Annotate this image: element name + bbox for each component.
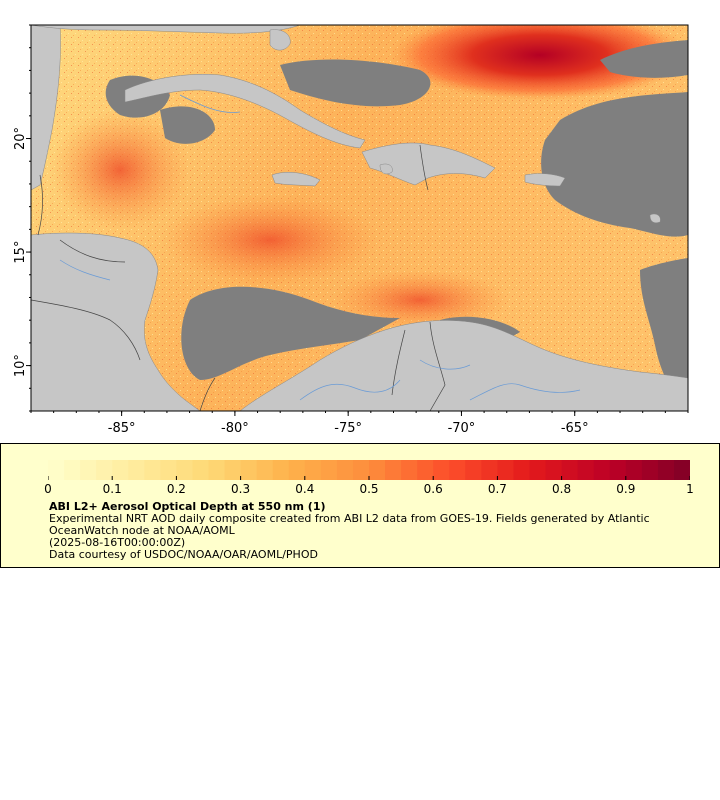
land-south-america [239,320,688,411]
colorbar-swatch [401,460,418,480]
colorbar-swatch [465,460,482,480]
colorbar-swatch [433,460,450,480]
colorbar [48,460,690,480]
colorbar-swatch [304,460,322,480]
aod-hotspot-west [50,110,190,230]
legend-text: ABI L2+ Aerosol Optical Depth at 550 nm … [49,501,689,561]
colorbar-swatch [144,460,161,480]
colorbar-swatch [224,460,242,480]
aod-hotspot-south [330,270,510,330]
colorbar-tick-label: 1 [686,482,694,496]
colorbar-swatch [320,460,338,480]
land-jamaica [271,172,321,187]
colorbar-swatch [657,460,675,480]
colorbar-tick-label: 0.8 [552,482,572,496]
colorbar-tick-label: 0.1 [102,482,122,496]
colorbar-swatch [609,460,627,480]
colorbar-swatch [48,460,65,480]
colorbar-tick-label: 0.2 [166,482,186,496]
land-small-islands [379,163,661,223]
colorbar-tick-label: 0 [44,482,52,496]
colorbar-swatch [497,460,514,480]
legend-credit: Data courtesy of USDOC/NOAA/OAR/AOML/PHO… [49,548,318,561]
colorbar-swatch [240,460,258,480]
land-florida-keys [269,29,291,51]
land-cuba [124,74,366,149]
colorbar-swatch [96,460,113,480]
lon-tick-label-1: -80° [221,421,249,436]
land-hispaniola [361,142,496,186]
colorbar-swatch [256,460,274,480]
no-data-regions [90,40,688,401]
lon-tick-label-3: -70° [448,421,476,436]
colorbar-swatch [577,460,595,480]
no-data-west-2 [160,106,215,144]
land-masses [31,25,688,411]
colorbar-tick-label: 0.4 [295,482,315,496]
colorbar-swatch [208,460,226,480]
colorbar-swatch [112,460,129,480]
colorbar-swatch [481,460,498,480]
land-mexico-yucatan [31,25,61,191]
legend-title: ABI L2+ Aerosol Optical Depth at 550 nm … [49,500,326,513]
colorbar-swatch [561,460,579,480]
no-data-north-center [280,59,431,107]
colorbar-swatch [272,460,290,480]
colorbar-swatch [673,460,690,480]
map-area: -85° -80° -75° -70° -65° 10° 15° 20° [13,24,689,436]
colorbar-swatch [128,460,145,480]
colorbar-tick-label: 0.7 [487,482,507,496]
axis-ticks: -85° -80° -75° -70° -65° 10° 15° 20° [13,24,689,436]
lon-tick-label-2: -75° [334,421,362,436]
colorbar-swatch [449,460,466,480]
no-data-northeast [600,40,688,78]
lat-tick-label-0: 10° [13,354,28,377]
colorbar-tick-label: 0.6 [423,482,443,496]
colorbar-tick-label: 0.3 [231,482,251,496]
map-svg: -85° -80° -75° -70° -65° 10° 15° 20° [13,24,689,436]
colorbar-swatch [625,460,643,480]
lon-tick-label-0: -85° [108,421,136,436]
colorbar-swatch [545,460,563,480]
colorbar-swatch [80,460,97,480]
colorbar-swatch [417,460,434,480]
country-borders [31,144,446,411]
colorbar-swatch [288,460,306,480]
rivers [59,94,581,401]
colorbar-swatch [369,460,386,480]
no-data-southeast [640,258,688,400]
colorbar-swatch [160,460,177,480]
land-puerto-rico [524,173,566,187]
colorbar-swatch [192,460,209,480]
map-layers [31,25,688,411]
colorbar-swatch [385,460,402,480]
lon-tick-label-4: -65° [561,421,589,436]
no-data-south-center [181,286,400,380]
colorbar-swatch [352,460,370,480]
map-frame [30,24,689,412]
lat-tick-label-1: 15° [13,241,28,264]
aod-hotspot-central [160,195,380,285]
land-central-america [31,232,201,411]
lat-tick-label-2: 20° [13,127,28,150]
colorbar-tick-label: 0.5 [359,482,379,496]
colorbar-swatch [176,460,193,480]
colorbar-swatch [336,460,354,480]
colorbar-tick-labels: 0 0.1 0.2 0.3 0.4 0.5 0.6 0.7 0.8 0.9 1 [1,482,719,498]
legend-box: 0 0.1 0.2 0.3 0.4 0.5 0.6 0.7 0.8 0.9 1 ABI L2+ Ae… [0,443,720,568]
no-data-east [541,92,688,237]
colorbar-swatch [593,460,611,480]
colorbar-swatch [64,460,81,480]
colorbar-tick-label: 0.9 [616,482,636,496]
legend-time: (2025-08-16T00:00:00Z) [49,536,186,549]
colorbar-swatch [529,460,547,480]
colorbar-swatch [513,460,530,480]
colorbar-swatch [641,460,659,480]
legend-description: Experimental NRT AOD daily composite cre… [49,512,650,537]
aod-plume-high [390,25,688,100]
